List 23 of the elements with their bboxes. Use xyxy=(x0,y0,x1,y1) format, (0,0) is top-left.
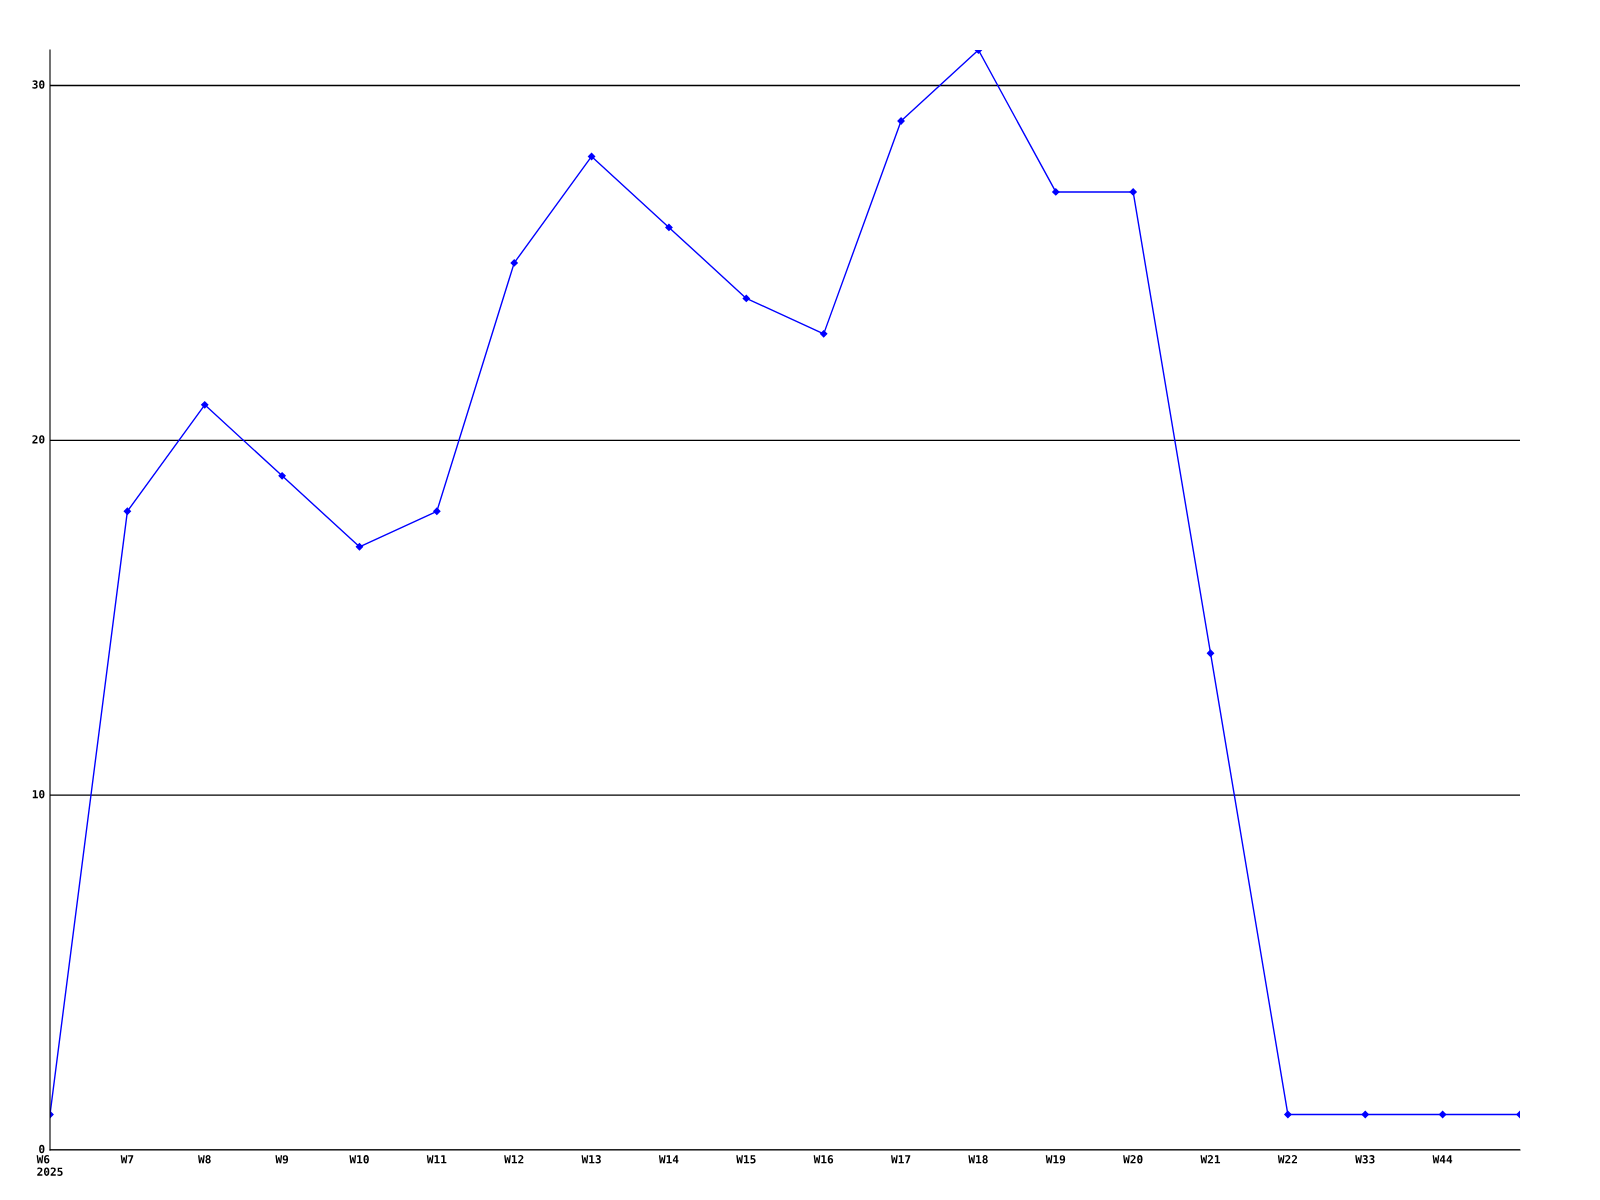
x-tick-label: W17 xyxy=(891,1155,911,1164)
x-tick-label: W12 xyxy=(504,1155,524,1164)
x-tick-label: W44 xyxy=(1432,1155,1453,1164)
x-tick-label: W21 xyxy=(1200,1155,1221,1164)
x-tick-label: W22 xyxy=(1277,1155,1298,1164)
x-tick-label: W33 xyxy=(1355,1155,1375,1164)
x-tick-label: W11 xyxy=(426,1155,447,1164)
x-tick-label: W6 2025 xyxy=(36,1155,63,1176)
x-tick-label: W13 xyxy=(581,1155,601,1164)
x-tick-label: W18 xyxy=(968,1155,988,1164)
x-tick-label: W9 xyxy=(275,1155,289,1164)
x-tick-label: W20 xyxy=(1123,1155,1143,1164)
x-tick-label: W8 xyxy=(198,1155,211,1164)
x-tick-label: W16 xyxy=(813,1155,834,1164)
x-tick-label: W10 xyxy=(349,1155,369,1164)
y-tick-label: 30 xyxy=(32,80,45,89)
y-tick-label: 10 xyxy=(32,789,45,799)
x-tick-label: W7 xyxy=(120,1155,134,1164)
y-tick-label: 0 xyxy=(39,1144,45,1154)
y-tick-label: 20 xyxy=(32,435,45,444)
x-tick-label: W14 xyxy=(658,1155,679,1164)
x-tick-label: W19 xyxy=(1045,1155,1066,1164)
x-tick-label: W15 xyxy=(736,1155,756,1164)
